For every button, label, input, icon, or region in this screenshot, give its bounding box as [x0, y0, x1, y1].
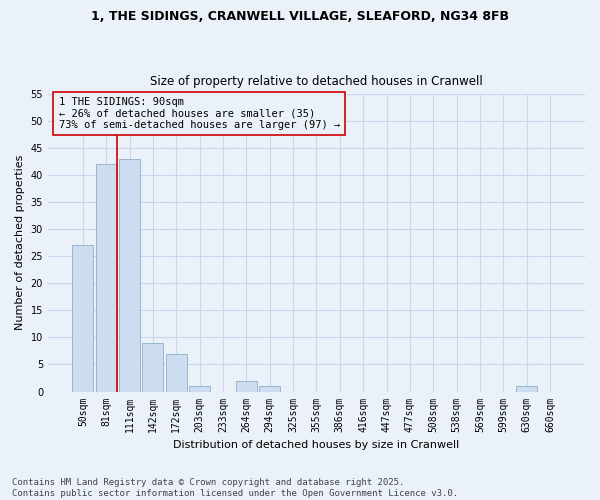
- Text: 1, THE SIDINGS, CRANWELL VILLAGE, SLEAFORD, NG34 8FB: 1, THE SIDINGS, CRANWELL VILLAGE, SLEAFO…: [91, 10, 509, 23]
- Text: 1 THE SIDINGS: 90sqm
← 26% of detached houses are smaller (35)
73% of semi-detac: 1 THE SIDINGS: 90sqm ← 26% of detached h…: [59, 97, 340, 130]
- Bar: [119, 159, 140, 392]
- Bar: [73, 246, 94, 392]
- Y-axis label: Number of detached properties: Number of detached properties: [15, 155, 25, 330]
- Bar: [142, 343, 163, 392]
- X-axis label: Distribution of detached houses by size in Cranwell: Distribution of detached houses by size …: [173, 440, 460, 450]
- Text: Contains HM Land Registry data © Crown copyright and database right 2025.
Contai: Contains HM Land Registry data © Crown c…: [12, 478, 458, 498]
- Bar: [259, 386, 280, 392]
- Title: Size of property relative to detached houses in Cranwell: Size of property relative to detached ho…: [150, 76, 483, 88]
- Bar: [166, 354, 187, 392]
- Bar: [189, 386, 210, 392]
- Bar: [236, 380, 257, 392]
- Bar: [516, 386, 537, 392]
- Bar: [95, 164, 117, 392]
